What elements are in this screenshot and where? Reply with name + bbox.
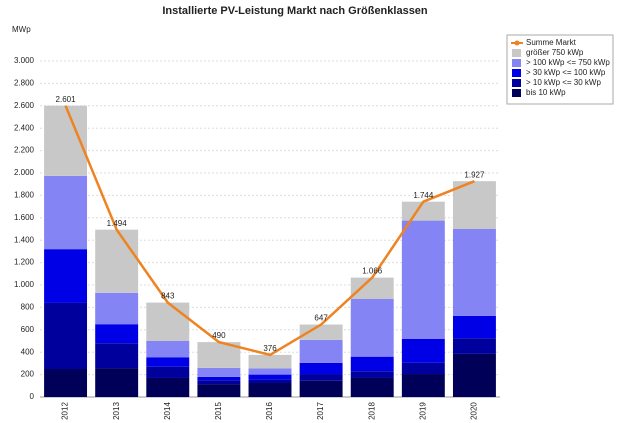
bar-segment bbox=[197, 384, 241, 397]
bar-segment bbox=[248, 374, 292, 380]
bar-segment bbox=[350, 299, 394, 357]
y-tick-label: 600 bbox=[21, 325, 35, 334]
data-label: 1.066 bbox=[362, 267, 383, 276]
data-label: 376 bbox=[263, 344, 277, 353]
legend-swatch bbox=[514, 40, 520, 46]
x-tick-label: 2018 bbox=[367, 402, 376, 420]
bar-segment bbox=[401, 338, 445, 363]
bar-segment bbox=[299, 339, 343, 363]
x-tick-label: 2015 bbox=[214, 402, 223, 420]
y-tick-label: 0 bbox=[30, 392, 35, 401]
bar-segment bbox=[350, 277, 394, 299]
bar-segment bbox=[350, 356, 394, 372]
bar-segment bbox=[197, 376, 241, 381]
y-tick-label: 1.800 bbox=[14, 191, 35, 200]
bar-segment bbox=[146, 366, 190, 378]
y-tick-label: 1.400 bbox=[14, 235, 35, 244]
bar-segment bbox=[248, 368, 292, 375]
x-tick-label: 2016 bbox=[265, 402, 274, 420]
legend-swatch bbox=[512, 79, 521, 87]
legend-label: > 10 kWp <= 30 kWp bbox=[526, 78, 601, 87]
bar-segment bbox=[452, 338, 496, 354]
bar-segment bbox=[146, 377, 190, 397]
y-tick-label: 3.000 bbox=[14, 56, 35, 65]
bar-segment bbox=[146, 357, 190, 367]
y-tick-label: 2.400 bbox=[14, 123, 35, 132]
x-tick-label: 2020 bbox=[470, 402, 479, 420]
bar-segment bbox=[401, 220, 445, 339]
data-label: 1.744 bbox=[413, 191, 434, 200]
bar-segment bbox=[95, 229, 139, 293]
bar-segment bbox=[248, 383, 292, 397]
chart-title: Installierte PV-Leistung Markt nach Größ… bbox=[162, 5, 428, 17]
bar-segment bbox=[350, 377, 394, 397]
bar-segment bbox=[401, 374, 445, 397]
x-tick-label: 2014 bbox=[163, 402, 172, 420]
data-label: 647 bbox=[314, 314, 328, 323]
legend-label: größer 750 kWp bbox=[526, 48, 584, 57]
bar-segment bbox=[452, 181, 496, 229]
bar-segment bbox=[95, 368, 139, 397]
bar-segment bbox=[44, 249, 88, 303]
legend-swatch bbox=[512, 89, 521, 97]
bar-segment bbox=[452, 229, 496, 316]
y-tick-label: 2.600 bbox=[14, 101, 35, 110]
x-tick-label: 2017 bbox=[316, 402, 325, 420]
legend-swatch bbox=[512, 69, 521, 77]
legend-swatch bbox=[512, 49, 521, 57]
bar-segment bbox=[44, 369, 88, 397]
bar-segment bbox=[452, 353, 496, 397]
bar-segment bbox=[95, 343, 139, 369]
bar-segment bbox=[401, 362, 445, 375]
y-tick-label: 800 bbox=[21, 303, 35, 312]
x-tick-label: 2013 bbox=[112, 402, 121, 420]
bar-segment bbox=[299, 362, 343, 375]
bar-segment bbox=[401, 201, 445, 221]
bar-segment bbox=[146, 302, 190, 341]
y-tick-label: 200 bbox=[21, 370, 35, 379]
bar-segment bbox=[299, 324, 343, 340]
bar-segment bbox=[44, 175, 88, 250]
bar-segment bbox=[44, 302, 88, 369]
bar-segment bbox=[197, 380, 241, 385]
bar-segment bbox=[95, 324, 139, 344]
y-axis-label: MWp bbox=[12, 25, 31, 34]
data-label: 843 bbox=[161, 292, 175, 301]
y-tick-label: 1.200 bbox=[14, 258, 35, 267]
y-tick-label: 400 bbox=[21, 347, 35, 356]
bar-segment bbox=[299, 374, 343, 381]
y-tick-label: 2.200 bbox=[14, 146, 35, 155]
data-label: 1.494 bbox=[107, 219, 128, 228]
y-tick-label: 1.000 bbox=[14, 280, 35, 289]
bar-segment bbox=[248, 379, 292, 383]
bar-segment bbox=[299, 380, 343, 397]
x-tick-label: 2019 bbox=[418, 402, 427, 420]
bar-segment bbox=[197, 367, 241, 377]
line bbox=[64, 105, 475, 357]
y-tick-label: 1.600 bbox=[14, 213, 35, 222]
bar-segment bbox=[146, 341, 190, 358]
bar-segment bbox=[95, 292, 139, 325]
y-tick-label: 2.000 bbox=[14, 168, 35, 177]
y-tick-label: 2.800 bbox=[14, 79, 35, 88]
bar-segment bbox=[452, 315, 496, 339]
legend-label: > 30 kWp <= 100 kWp bbox=[526, 68, 606, 77]
legend-swatch bbox=[512, 59, 521, 67]
data-label: 1.927 bbox=[464, 170, 485, 179]
data-label: 490 bbox=[212, 331, 226, 340]
legend-label: > 100 kWp <= 750 kWp bbox=[526, 58, 610, 67]
x-tick-label: 2012 bbox=[61, 402, 70, 420]
legend-label: bis 10 kWp bbox=[526, 88, 566, 97]
legend-box bbox=[506, 34, 614, 105]
bar-segment bbox=[350, 371, 394, 378]
data-label: 2.601 bbox=[56, 95, 77, 104]
legend-label: Summe Markt bbox=[526, 38, 577, 47]
bar-segment bbox=[248, 354, 292, 369]
